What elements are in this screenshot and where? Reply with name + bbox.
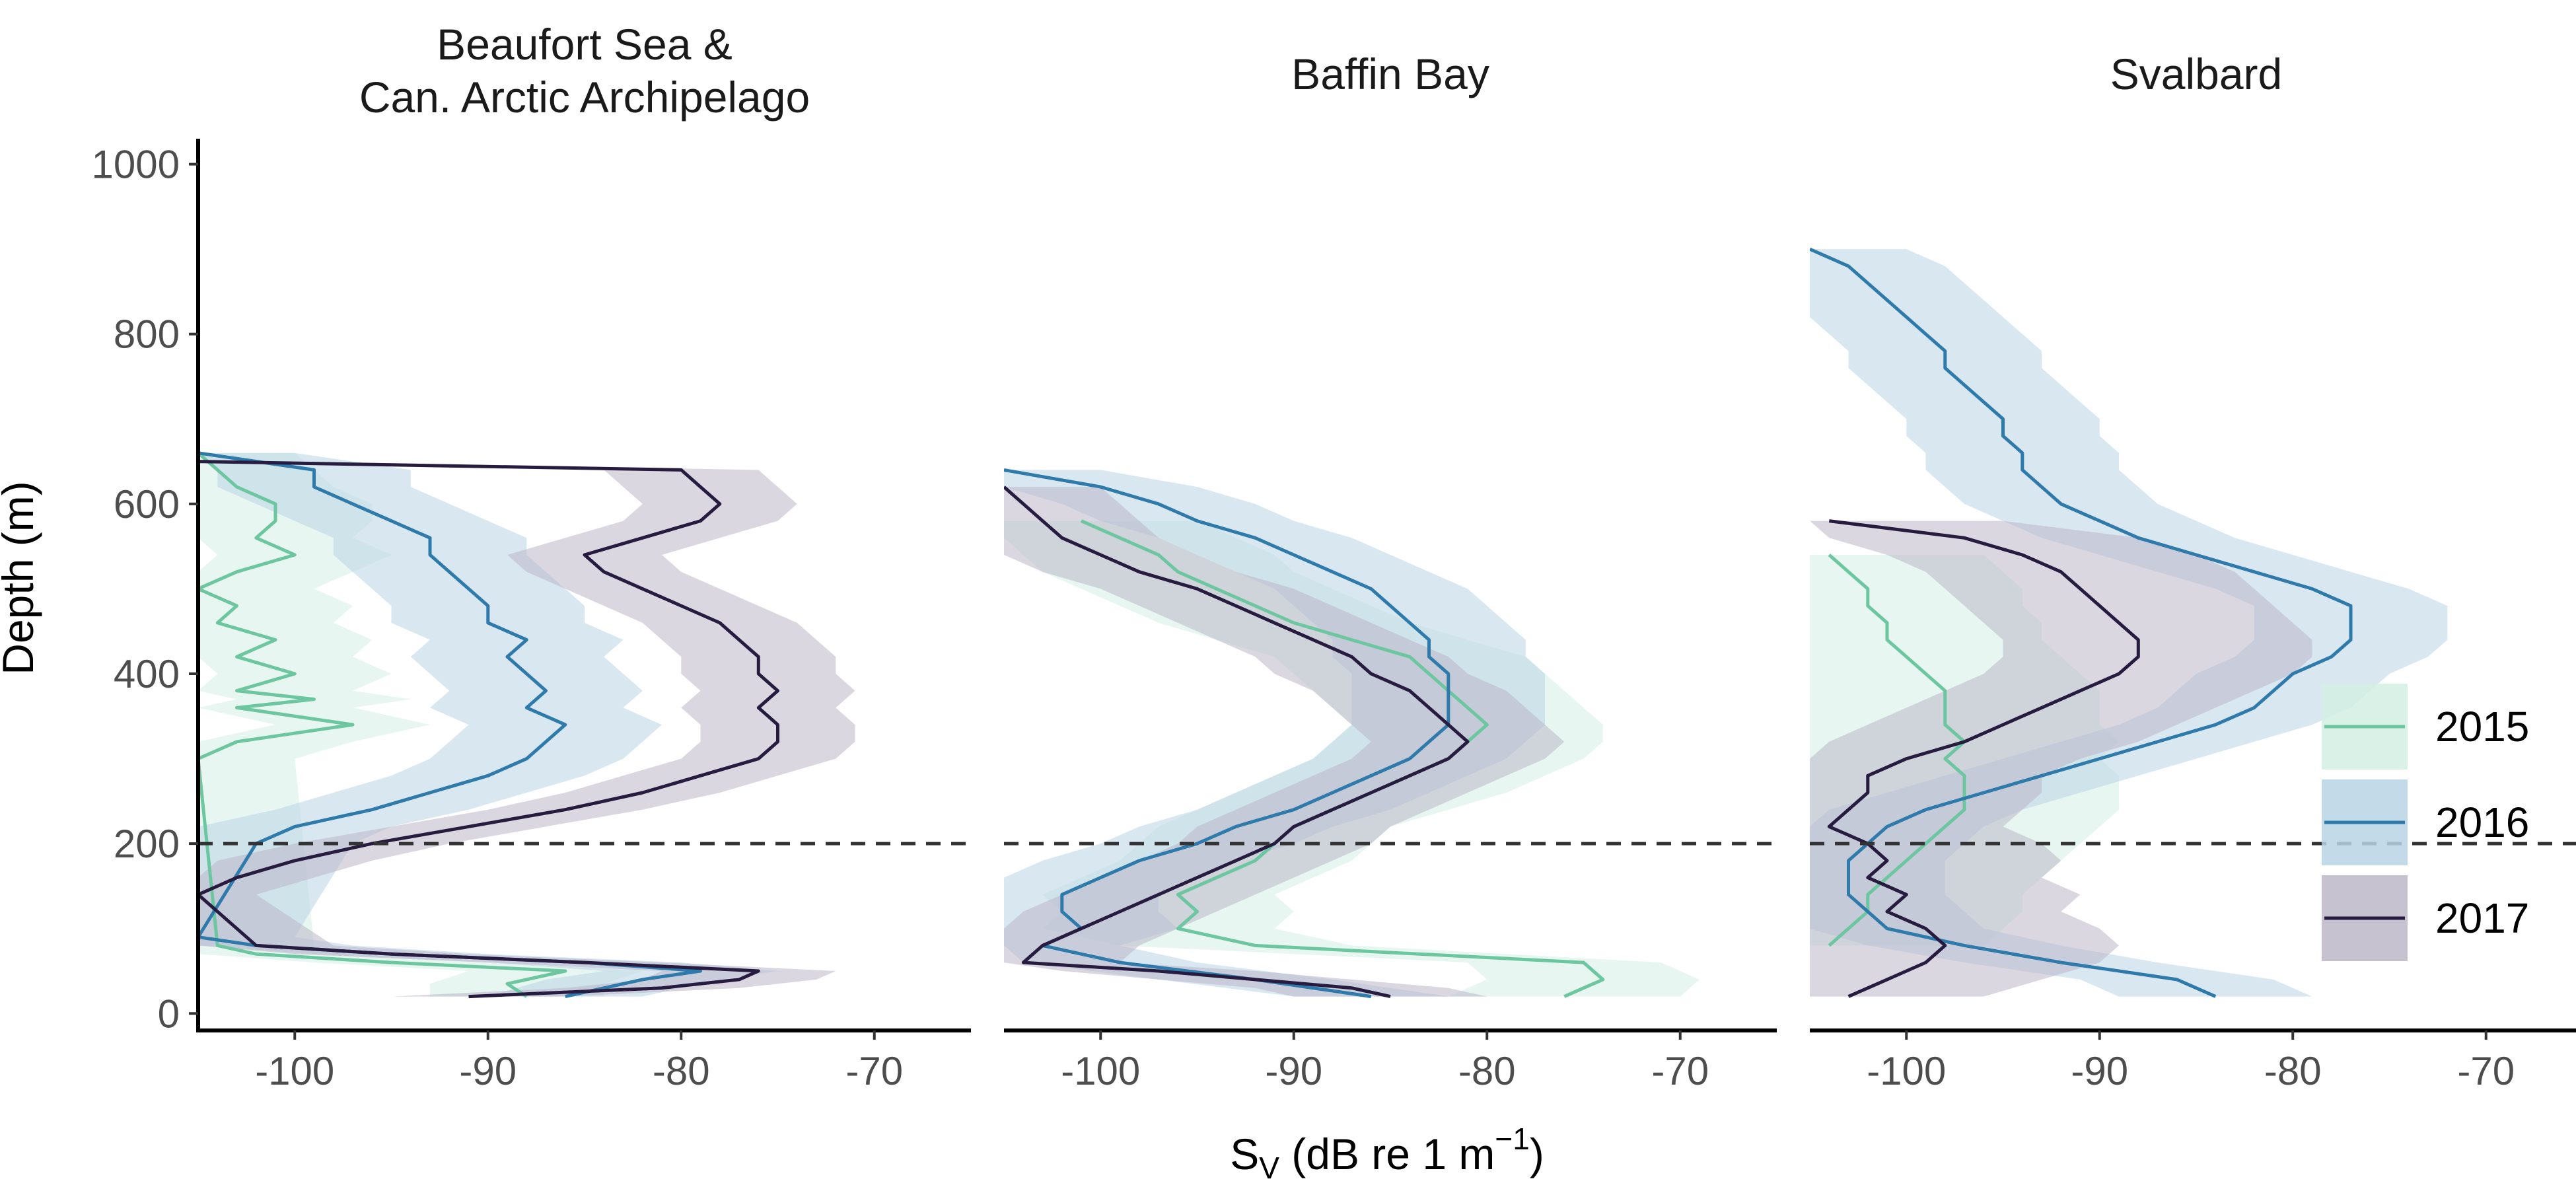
x-tick-label: -70 bbox=[2457, 1049, 2515, 1093]
ribbon-2017 bbox=[1810, 521, 2312, 997]
x-axis-title-base: S bbox=[1230, 1130, 1259, 1178]
facet-plot-area bbox=[1004, 468, 1699, 999]
x-tick-label: -100 bbox=[1061, 1049, 1140, 1093]
facets-layer: -100 -90 -80 -70 Beaufort Sea &Can. Arctic A… bbox=[198, 20, 2576, 1093]
series-line-2015 bbox=[198, 451, 567, 998]
x-tick-label: -100 bbox=[1867, 1049, 1946, 1093]
series-line-2016 bbox=[1004, 468, 1450, 999]
legend-entry-2017: 2017 bbox=[2322, 875, 2529, 961]
x-tick-label: -90 bbox=[459, 1049, 517, 1093]
ribbon-2016 bbox=[198, 452, 778, 997]
x-axis-title-sup: −1 bbox=[1495, 1122, 1529, 1156]
series-line-2017 bbox=[1004, 486, 1470, 999]
series-line-2017 bbox=[1827, 519, 2140, 998]
y-tick-label: 400 bbox=[114, 652, 180, 696]
legend-label: 2017 bbox=[2435, 894, 2529, 942]
legend-label: 2015 bbox=[2435, 703, 2529, 750]
x-tick-label: -100 bbox=[255, 1049, 334, 1093]
series-line-2017 bbox=[198, 460, 779, 999]
legend: 2015 2016 2017 bbox=[2322, 684, 2529, 961]
x-tick-label: -70 bbox=[845, 1049, 903, 1093]
facet-title: Can. Arctic Archipelago bbox=[359, 73, 810, 122]
facet-panel-3: -100 -90 -80 -70 Svalbard bbox=[1810, 50, 2576, 1093]
facet-panel-1: -100 -90 -80 -70 Beaufort Sea &Can. Arctic A… bbox=[198, 20, 971, 1093]
legend-entry-2015: 2015 bbox=[2322, 684, 2529, 770]
series-line-2016 bbox=[1810, 247, 2353, 998]
x-axis-title-tail: ) bbox=[1530, 1130, 1544, 1178]
x-axis-title-sub: V bbox=[1259, 1151, 1279, 1185]
legend-entry-2016: 2016 bbox=[2322, 779, 2529, 865]
facet-panel-2: -100 -90 -80 -70 Baffin Bay bbox=[1004, 50, 1777, 1093]
facet-title: Beaufort Sea & bbox=[437, 20, 733, 69]
facet-plot-area bbox=[1810, 247, 2448, 998]
y-tick-label: 600 bbox=[114, 482, 180, 526]
x-tick-label: -90 bbox=[1265, 1049, 1322, 1093]
ribbon-2015 bbox=[198, 452, 643, 997]
facet-title: Svalbard bbox=[2110, 50, 2283, 98]
ribbon-2017 bbox=[198, 461, 855, 997]
y-axis-title: Depth (m) bbox=[0, 481, 42, 674]
facet-title: Baffin Bay bbox=[1291, 50, 1489, 98]
y-tick-label: 200 bbox=[114, 822, 180, 866]
y-tick-label: 0 bbox=[158, 991, 180, 1036]
x-axis-title: SV (dB re 1 m−1) bbox=[1230, 1122, 1544, 1185]
legend-label: 2016 bbox=[2435, 799, 2529, 846]
x-tick-label: -90 bbox=[2071, 1049, 2128, 1093]
x-tick-label: -70 bbox=[1651, 1049, 1709, 1093]
x-axis-title-mid: (dB re 1 m bbox=[1279, 1130, 1495, 1178]
y-tick-label: 1000 bbox=[92, 143, 180, 187]
facet-plot-area bbox=[198, 451, 855, 999]
series-line-2015 bbox=[1828, 554, 1966, 947]
y-tick-label: 800 bbox=[114, 312, 180, 357]
x-tick-label: -80 bbox=[2264, 1049, 2322, 1093]
ribbon-2017 bbox=[1004, 487, 1565, 997]
x-tick-label: -80 bbox=[1458, 1049, 1516, 1093]
x-tick-label: -80 bbox=[653, 1049, 710, 1093]
y-axis: 0 200 400 600 800 1000 bbox=[92, 139, 200, 1036]
